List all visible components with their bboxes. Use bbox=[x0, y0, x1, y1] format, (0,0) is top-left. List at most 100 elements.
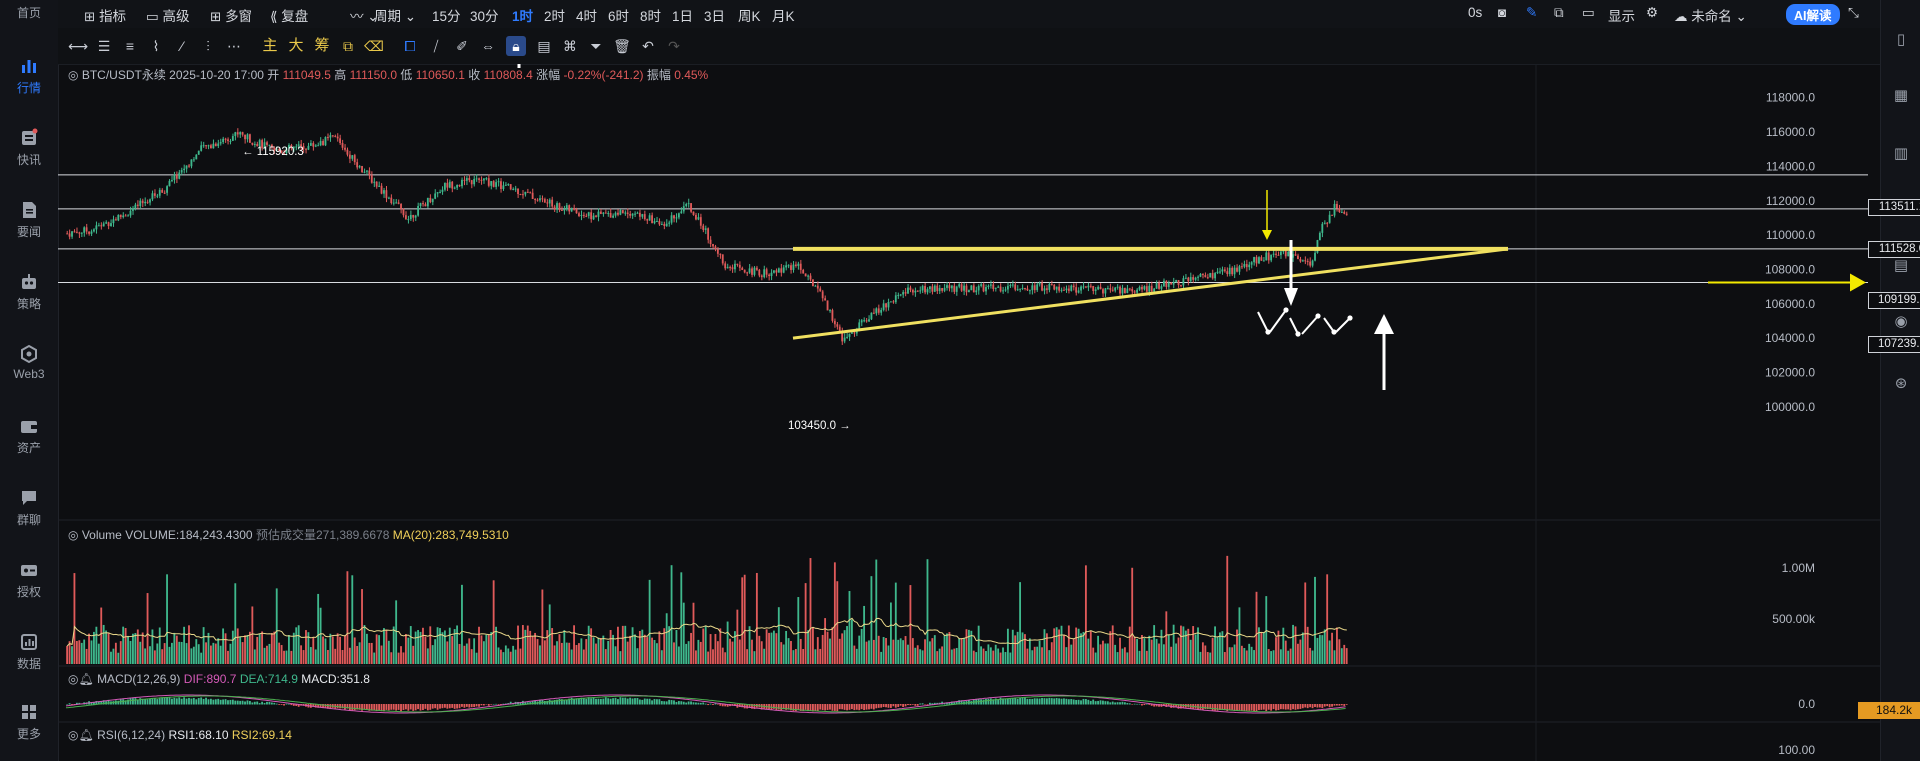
tf-1w[interactable]: 周K bbox=[738, 9, 761, 24]
candle-body bbox=[395, 202, 398, 204]
ruler-tool-icon[interactable]: ⌇ bbox=[152, 38, 160, 54]
macd-bar bbox=[465, 704, 468, 707]
tf-2h[interactable]: 2时 bbox=[544, 9, 566, 24]
candle-body bbox=[1102, 289, 1104, 294]
workspace-dropdown[interactable]: ☁ 未命名 ⌄ bbox=[1674, 5, 1747, 25]
nav-item-news[interactable]: 快讯 bbox=[0, 128, 58, 168]
compare-tool-icon[interactable]: ⧉ bbox=[343, 38, 353, 54]
candle-body bbox=[514, 188, 517, 190]
volume-bar bbox=[1014, 635, 1017, 664]
macd-bar bbox=[1102, 700, 1104, 705]
volume-bar bbox=[551, 628, 554, 664]
nav-item-web3[interactable]: Web3 bbox=[0, 344, 58, 381]
tf-1h[interactable]: 1时 bbox=[512, 9, 534, 24]
eraser-tool-icon[interactable]: ⌫ bbox=[364, 38, 384, 54]
macd-bar bbox=[1338, 704, 1341, 706]
nav-item-assets[interactable]: 资产 bbox=[0, 416, 58, 456]
volume-bar bbox=[838, 638, 841, 664]
brush-tool-icon[interactable]: ✐ bbox=[456, 38, 468, 54]
ai-analysis-button[interactable]: AI解读 bbox=[1786, 4, 1840, 25]
macd-bar bbox=[985, 698, 987, 705]
macd-bar bbox=[1097, 700, 1099, 705]
more-tools-icon[interactable]: ⋯ bbox=[227, 38, 241, 54]
tf-1m[interactable]: 月K bbox=[772, 9, 795, 24]
zigzag-arrow-head bbox=[1295, 331, 1301, 337]
adjust-tool-icon[interactable]: ⫶ bbox=[206, 38, 210, 54]
candle-body bbox=[1143, 286, 1146, 290]
eye-icon[interactable]: ◎ bbox=[68, 672, 79, 686]
tools-icon[interactable]: ⊛ bbox=[1894, 375, 1908, 392]
nav-item-strategy[interactable]: 策略 bbox=[0, 272, 58, 312]
indicator-button[interactable]: ⊞ 指标 bbox=[84, 5, 126, 25]
trendline-tool-icon[interactable]: ⁄ bbox=[180, 38, 184, 54]
level-label-3[interactable]: 109199.2 bbox=[1868, 292, 1920, 309]
window-icon[interactable]: ▭ bbox=[1582, 5, 1595, 20]
tf-1d[interactable]: 1日 bbox=[672, 9, 694, 24]
bell-icon[interactable]: 🔔︎ bbox=[78, 728, 94, 742]
volume-bar bbox=[482, 641, 485, 664]
nav-item-market[interactable]: 行情 bbox=[0, 56, 58, 96]
tf-15m[interactable]: 15分 bbox=[432, 9, 461, 24]
candle-body bbox=[992, 284, 995, 289]
tag-tool-icon[interactable]: ⌘ bbox=[563, 38, 577, 54]
advanced-button[interactable]: ▭ 高级 bbox=[146, 5, 190, 25]
display-button[interactable]: 显示 bbox=[1608, 9, 1635, 24]
multi-window-button[interactable]: ⊞ 多窗 bbox=[210, 5, 252, 25]
measure-tool-icon[interactable]: ⧸ bbox=[433, 38, 439, 54]
tf-3d[interactable]: 3日 bbox=[704, 9, 726, 24]
main-force-tool[interactable]: 主 bbox=[262, 37, 278, 54]
tf-6h[interactable]: 6时 bbox=[608, 9, 630, 24]
depth-icon[interactable]: ▥ bbox=[1893, 145, 1909, 162]
redo-icon[interactable]: ↷ bbox=[668, 38, 680, 54]
chips-tool[interactable]: 筹 bbox=[314, 37, 330, 54]
link-tool-icon[interactable]: ⇔ bbox=[481, 38, 495, 54]
fib-tool-icon[interactable]: ≡ bbox=[125, 38, 135, 54]
camera-icon[interactable]: ◙ bbox=[1498, 5, 1507, 20]
nav-item-home[interactable]: 首页 bbox=[0, 4, 58, 21]
nav-item-data[interactable]: 数据 bbox=[0, 632, 58, 672]
level-label-2[interactable]: 111528.0 bbox=[1868, 241, 1920, 258]
trades-icon[interactable]: ▤ bbox=[1893, 257, 1909, 274]
horizontal-line-tool-icon[interactable]: ⟷ bbox=[68, 38, 89, 54]
filter-tool-icon[interactable]: ⏷ bbox=[590, 38, 602, 54]
bell-icon[interactable]: 🔔︎ bbox=[78, 672, 94, 686]
macd-bar bbox=[66, 703, 69, 705]
nav-item-chat[interactable]: 群聊 bbox=[0, 488, 58, 528]
nav-item-more[interactable]: 更多 bbox=[0, 702, 58, 742]
level-label-1[interactable]: 113511.1 bbox=[1868, 199, 1920, 216]
trash-tool-icon[interactable]: 🗑︎ bbox=[613, 38, 631, 54]
candle-body bbox=[612, 215, 614, 218]
chart-canvas[interactable]: 118000.0116000.0114000.0112000.0110000.0… bbox=[58, 64, 1880, 761]
eye-icon[interactable]: ◎ bbox=[68, 728, 79, 742]
bot-icon[interactable]: ◉ bbox=[1894, 313, 1908, 330]
lines-tool-icon[interactable]: ☰ bbox=[97, 38, 111, 54]
nav-item-headlines[interactable]: 要闻 bbox=[0, 200, 58, 240]
replay-button[interactable]: ⟪ 复盘 bbox=[270, 5, 308, 25]
orderbook-icon[interactable]: ▦ bbox=[1893, 87, 1909, 104]
lock-tool-icon[interactable]: 🔒︎ bbox=[506, 36, 526, 56]
eye-icon[interactable]: ◎ bbox=[68, 68, 82, 82]
eye-icon[interactable]: ◎ bbox=[68, 528, 82, 542]
tf-8h[interactable]: 8时 bbox=[640, 9, 662, 24]
nav-item-auth[interactable]: 授权 bbox=[0, 560, 58, 600]
tf-30m[interactable]: 30分 bbox=[470, 9, 499, 24]
collapse-icon[interactable]: ⤡ bbox=[1848, 5, 1859, 20]
layout-icon[interactable]: ⧉ bbox=[1554, 5, 1564, 20]
settings-gear-icon[interactable]: ⚙ bbox=[1646, 5, 1659, 20]
level-label-4[interactable]: 107239.9 bbox=[1868, 336, 1920, 353]
watchlist-icon[interactable]: ▯ bbox=[1896, 31, 1906, 48]
magnet-tool-icon[interactable]: ⧠ bbox=[404, 38, 416, 54]
chart-type-dropdown[interactable]: 〰 ⌄ bbox=[350, 5, 379, 25]
template-tool-icon[interactable]: ▤ bbox=[537, 38, 551, 54]
tf-4h[interactable]: 4时 bbox=[576, 9, 598, 24]
undo-icon[interactable]: ↶ bbox=[642, 38, 654, 54]
macd-bar bbox=[1063, 698, 1065, 705]
candle-body bbox=[307, 145, 310, 150]
macd-bar bbox=[1024, 697, 1026, 705]
pen-icon[interactable]: ✎ bbox=[1526, 5, 1538, 20]
period-dropdown[interactable]: 周期 ⌄ bbox=[374, 5, 416, 25]
candle-body bbox=[924, 286, 926, 293]
big-order-tool[interactable]: 大 bbox=[288, 37, 304, 54]
chart-area[interactable]: 118000.0 116000.0 114000.0 112000.0 110000.0… bbox=[58, 64, 1920, 761]
macd-bar bbox=[248, 701, 251, 705]
